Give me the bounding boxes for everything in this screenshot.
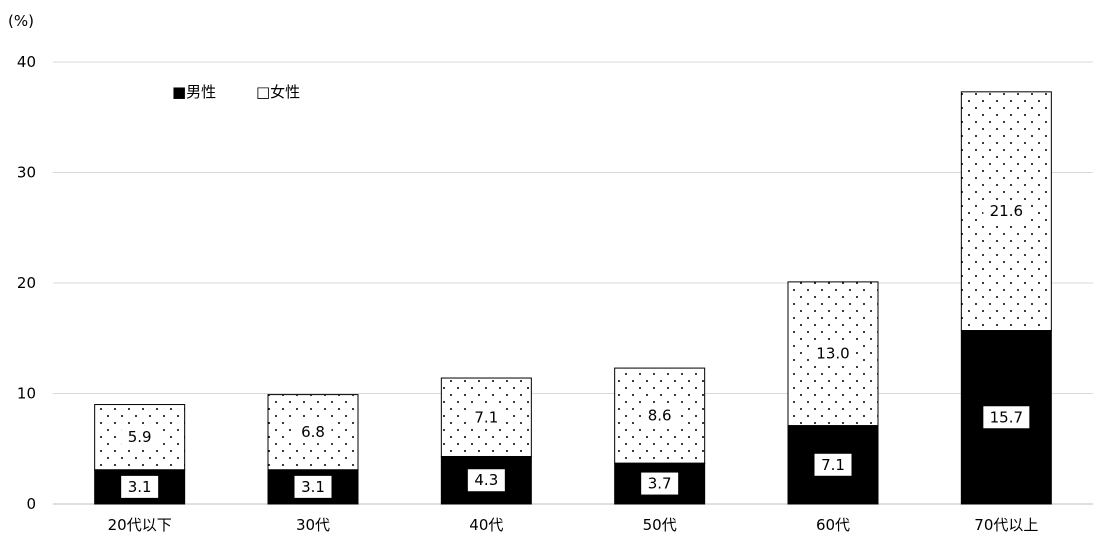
data-label-box xyxy=(467,406,505,429)
data-label-box xyxy=(814,453,852,476)
data-label-male: 3.1 xyxy=(301,478,325,496)
y-tick-label: 40 xyxy=(17,53,36,71)
x-tick-label: 40代 xyxy=(469,516,503,534)
data-label-female: 8.6 xyxy=(648,407,672,425)
data-label-box xyxy=(121,475,159,498)
x-tick-labels: 20代以下 30代 40代 50代 60代 70代以上 xyxy=(108,516,1039,534)
y-tick-label: 20 xyxy=(17,274,36,292)
data-label-male: 3.1 xyxy=(128,478,152,496)
x-tick-label: 20代以下 xyxy=(108,516,172,534)
legend-item-male: ■男性 xyxy=(172,83,216,101)
data-label-box xyxy=(121,426,159,449)
y-tick-label: 30 xyxy=(17,164,36,182)
x-tick-label: 70代以上 xyxy=(974,516,1038,534)
data-label-box xyxy=(294,475,332,498)
data-label-female: 5.9 xyxy=(128,428,152,446)
data-label-box xyxy=(810,342,856,365)
data-label-box xyxy=(983,406,1030,429)
data-label-box xyxy=(294,421,332,444)
data-label-male: 7.1 xyxy=(821,456,845,474)
gridlines xyxy=(53,61,1093,505)
data-label-box xyxy=(983,200,1030,223)
y-tick-labels: 0 10 20 30 40 xyxy=(17,53,36,513)
y-tick-label: 0 xyxy=(26,495,36,513)
x-tick-label: 50代 xyxy=(643,516,677,534)
x-tick-label: 60代 xyxy=(816,516,850,534)
legend: ■男性 □女性 xyxy=(172,83,300,101)
legend-item-female: □女性 xyxy=(256,83,300,101)
data-label-male: 15.7 xyxy=(990,408,1023,426)
bars: 3.1 5.9 3.1 6.8 4.3 7.1 3.7 8.6 7.1 13.0 15.7 21.6 xyxy=(94,91,1052,505)
x-tick-label: 30代 xyxy=(296,516,330,534)
y-axis-unit-label: (%) xyxy=(8,12,34,30)
y-tick-label: 10 xyxy=(17,385,36,403)
data-label-box xyxy=(641,472,679,495)
data-label-box xyxy=(641,404,679,427)
data-label-female: 13.0 xyxy=(816,345,849,363)
data-label-male: 4.3 xyxy=(474,471,498,489)
data-label-female: 6.8 xyxy=(301,423,325,441)
data-label-female: 21.6 xyxy=(990,202,1023,220)
data-label-box xyxy=(467,469,505,492)
data-label-female: 7.1 xyxy=(474,408,498,426)
data-label-male: 3.7 xyxy=(648,475,672,493)
